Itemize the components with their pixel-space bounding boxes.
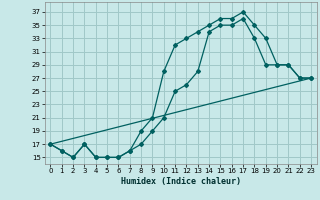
X-axis label: Humidex (Indice chaleur): Humidex (Indice chaleur)	[121, 177, 241, 186]
